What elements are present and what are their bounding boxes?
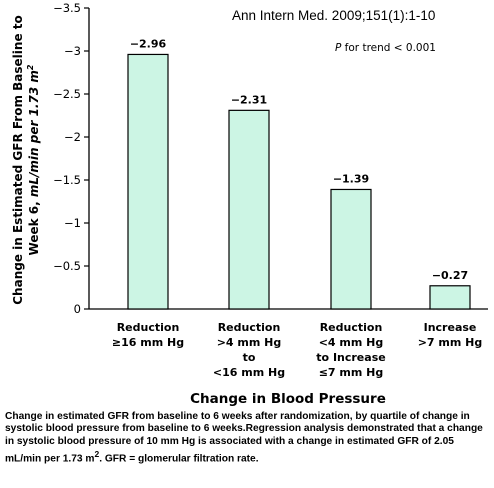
y-tick-label: −1.5: [53, 173, 81, 187]
category-label: Increase >7 mm Hg: [418, 321, 483, 349]
caption-superscript: 2: [94, 449, 100, 460]
bar-value-label: −2.31: [231, 93, 267, 106]
y-axis-title-line1: Change in Estimated GFR From Baseline to: [11, 15, 25, 305]
figure-caption: Change in estimated GFR from baseline to…: [5, 411, 491, 466]
y-tick-label: −1: [64, 216, 81, 230]
category-label-line: <4 mm Hg: [319, 336, 384, 349]
trend-annotation: P for trend < 0.001: [335, 42, 436, 54]
bar-chart: 0 −0.5 −1 −1.5 −2 −2.5 −3 −3.5 −2.96 Reduction ≥16…: [11, 1, 488, 407]
trend-p: P: [335, 42, 342, 54]
category-label-line: Reduction: [218, 321, 281, 334]
category-label-line: to: [243, 351, 256, 364]
category-label: Reduction <4 mm Hg to Increase ≤7 mm Hg: [316, 321, 385, 379]
category-label-line: ≤7 mm Hg: [319, 366, 384, 379]
bar-value-label: −0.27: [432, 269, 468, 282]
bar: [228, 109, 270, 310]
category-label-line: Increase: [424, 321, 477, 334]
caption-text: Change in estimated GFR from baseline to…: [5, 411, 483, 465]
bar: [429, 285, 471, 310]
y-tick-label: 0: [74, 302, 81, 316]
citation: Ann Intern Med. 2009;151(1):1-10: [232, 8, 436, 23]
category-label-line: Reduction: [117, 321, 180, 334]
bar: [330, 188, 372, 310]
y-axis-title-superscript: 2: [26, 64, 35, 70]
trend-text: for trend < 0.001: [341, 42, 436, 54]
y-axis-title-units: mL/min per 1.73 m: [27, 70, 41, 197]
bar-value-label: −2.96: [130, 37, 167, 50]
y-tick-label: −3: [64, 44, 81, 58]
y-tick-label: −3.5: [53, 1, 81, 15]
category-label: Reduction ≥16 mm Hg: [112, 321, 184, 349]
category-label-line: <16 mm Hg: [213, 366, 285, 379]
bar: [127, 53, 169, 310]
y-tick-label: −2: [64, 130, 81, 144]
category-label-line: Reduction: [320, 321, 383, 334]
category-label-line: to Increase: [316, 351, 385, 364]
y-tick-label: −0.5: [53, 259, 81, 273]
y-tick-label: −2.5: [53, 87, 81, 101]
category-label-line: >4 mm Hg: [217, 336, 282, 349]
category-label-line: >7 mm Hg: [418, 336, 483, 349]
caption-text-end: . GFR = glomerular filtration rate.: [99, 453, 259, 465]
category-label-line: ≥16 mm Hg: [112, 336, 184, 349]
x-axis-title: Change in Blood Pressure: [190, 391, 386, 407]
y-axis-title-line2: Week 6,: [27, 197, 41, 255]
bar-value-label: −1.39: [333, 172, 369, 185]
category-label: Reduction >4 mm Hg to <16 mm Hg: [213, 321, 285, 379]
y-axis-title: Change in Estimated GFR From Baseline to…: [11, 15, 41, 305]
